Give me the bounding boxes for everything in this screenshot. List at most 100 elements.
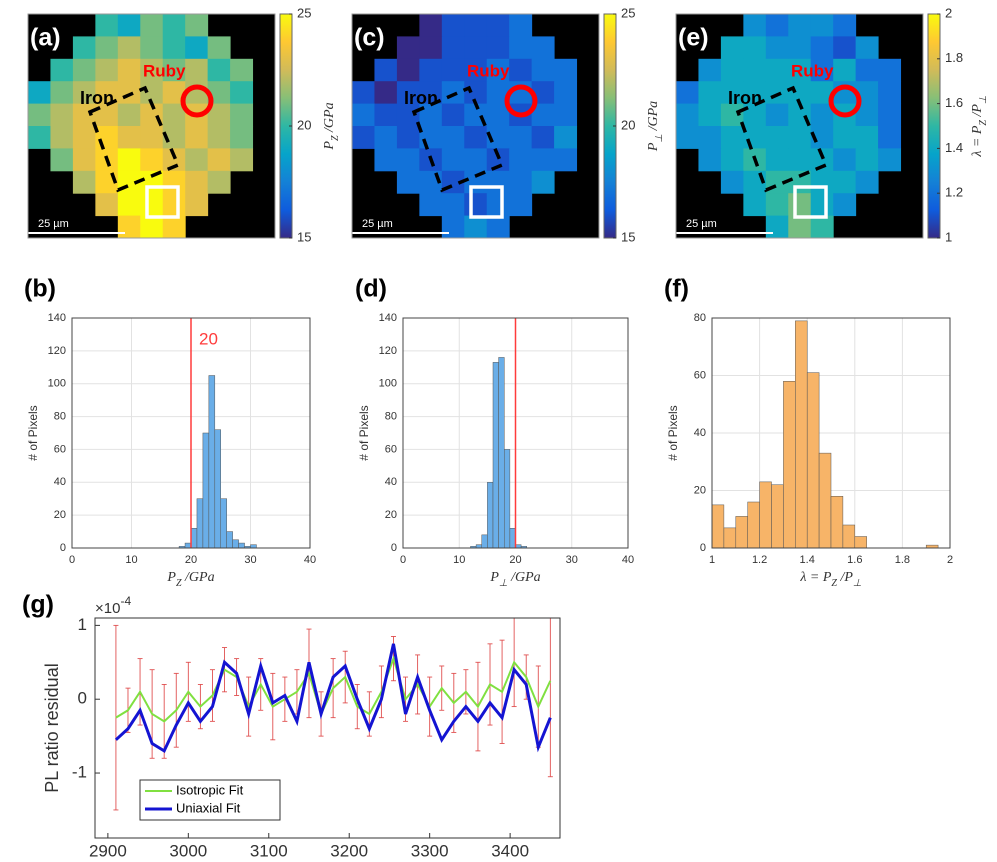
bar: [842, 524, 856, 549]
map-pixel: [419, 81, 443, 105]
panel-label: (b): [24, 275, 56, 303]
iron-outline: [87, 85, 181, 193]
map-pixel: [162, 170, 186, 194]
map-pixel: [352, 81, 375, 105]
map-pixel: [207, 103, 231, 127]
bar: [783, 381, 796, 549]
bar: [711, 504, 725, 549]
math-text: /GPa: [646, 101, 661, 134]
map-pixel: [207, 36, 231, 60]
map-pixel: [162, 215, 186, 239]
map-pixel: [878, 81, 902, 105]
map-pixel: [554, 126, 578, 149]
map-pixel: [374, 148, 398, 172]
map-pixel: [374, 126, 398, 149]
colorbar-label: λ = PZ /P⊥: [970, 95, 989, 158]
map-pixel: [396, 58, 420, 82]
bar: [492, 362, 499, 549]
map-pixel: [810, 58, 834, 82]
map-pixel: [810, 103, 834, 127]
y-tick-label: 120: [48, 345, 66, 357]
subscript: ⊥: [853, 578, 862, 589]
map-pixel: [810, 170, 834, 194]
map-pixel: [72, 36, 96, 60]
x-tick-label: 1.2: [752, 554, 767, 566]
y-tick-label: 40: [54, 476, 66, 488]
scale-bar-label: 25 µm: [38, 218, 69, 230]
y-tick-label: 100: [379, 378, 397, 390]
colorbar-tick-label: 1.2: [945, 185, 963, 200]
bar: [806, 372, 820, 549]
colorbar: [927, 13, 941, 239]
series-line: [115, 655, 552, 723]
bar: [759, 481, 772, 549]
bar: [504, 449, 511, 549]
map-pixel: [743, 193, 767, 217]
subscript: Z: [176, 578, 182, 589]
bar: [795, 320, 808, 549]
bar: [232, 539, 239, 549]
x-tick-label: 0: [69, 554, 75, 566]
map-pixel: [72, 170, 96, 194]
legend-label: Isotropic Fit: [176, 782, 244, 797]
iron-label: Iron: [728, 88, 762, 108]
colorbar-tick-label: 15: [621, 229, 635, 244]
colorbar-label: P⊥ /GPa: [646, 101, 665, 152]
map-pixel: [878, 103, 902, 127]
map-pixel: [207, 126, 231, 149]
x-tick-label: 3200: [330, 841, 368, 860]
map-pixel: [374, 103, 398, 127]
map-pixel: [720, 58, 744, 82]
colorbar-tick-label: 20: [297, 117, 311, 132]
y-tick-label: 140: [48, 312, 66, 324]
map-pixel: [833, 193, 857, 217]
y-tick-label: 100: [48, 378, 66, 390]
x-tick-label: 20: [185, 554, 197, 566]
ruby-marker: [180, 84, 214, 118]
subscript: Z: [330, 135, 341, 141]
axes-box: [71, 317, 311, 549]
ruby-label: Ruby: [791, 61, 834, 80]
colorbar-tick-label: 2: [945, 5, 952, 20]
map-pixel: [230, 81, 254, 105]
map-frame: [27, 13, 276, 239]
iron-label: Iron: [80, 88, 114, 108]
x-tick-label: 1.4: [800, 554, 815, 566]
map-pixel: [396, 81, 420, 105]
reference-square: [145, 185, 180, 219]
bar: [830, 496, 844, 549]
map-pixel: [486, 126, 510, 149]
map-pixel: [50, 81, 74, 105]
map-pixel: [28, 126, 51, 149]
map-pixel: [441, 58, 465, 82]
bar: [202, 432, 210, 549]
map-pixel: [50, 126, 74, 149]
map-pixel: [162, 81, 186, 105]
map-pixel: [72, 103, 96, 127]
map-pixel: [162, 36, 186, 60]
map-pixel: [554, 81, 578, 105]
map-pixel: [464, 36, 488, 60]
plot-layer: [113, 618, 553, 811]
map-pixel: [810, 14, 834, 37]
map-pixel: [419, 58, 443, 82]
map-pixel: [374, 58, 398, 82]
x-tick-label: 3000: [169, 841, 207, 860]
y-tick-label: 0: [78, 689, 87, 708]
math-text: /P: [970, 104, 985, 120]
y-tick-label: 40: [694, 427, 706, 439]
y-tick-label: 140: [379, 312, 397, 324]
map-pixel: [207, 81, 231, 105]
map-pixel: [765, 14, 789, 37]
y-axis-label: PL ratio residual: [42, 663, 62, 792]
math-text: P: [489, 570, 499, 585]
map-pixel: [765, 58, 789, 82]
map-pixel: [878, 126, 902, 149]
y-tick-label: 60: [694, 369, 706, 381]
map-pixel: [374, 81, 398, 105]
map-pixel: [833, 58, 857, 82]
map-pixel: [396, 126, 420, 149]
bar: [190, 528, 198, 549]
map-pixel: [441, 148, 465, 172]
panel-label: (c): [354, 24, 385, 52]
